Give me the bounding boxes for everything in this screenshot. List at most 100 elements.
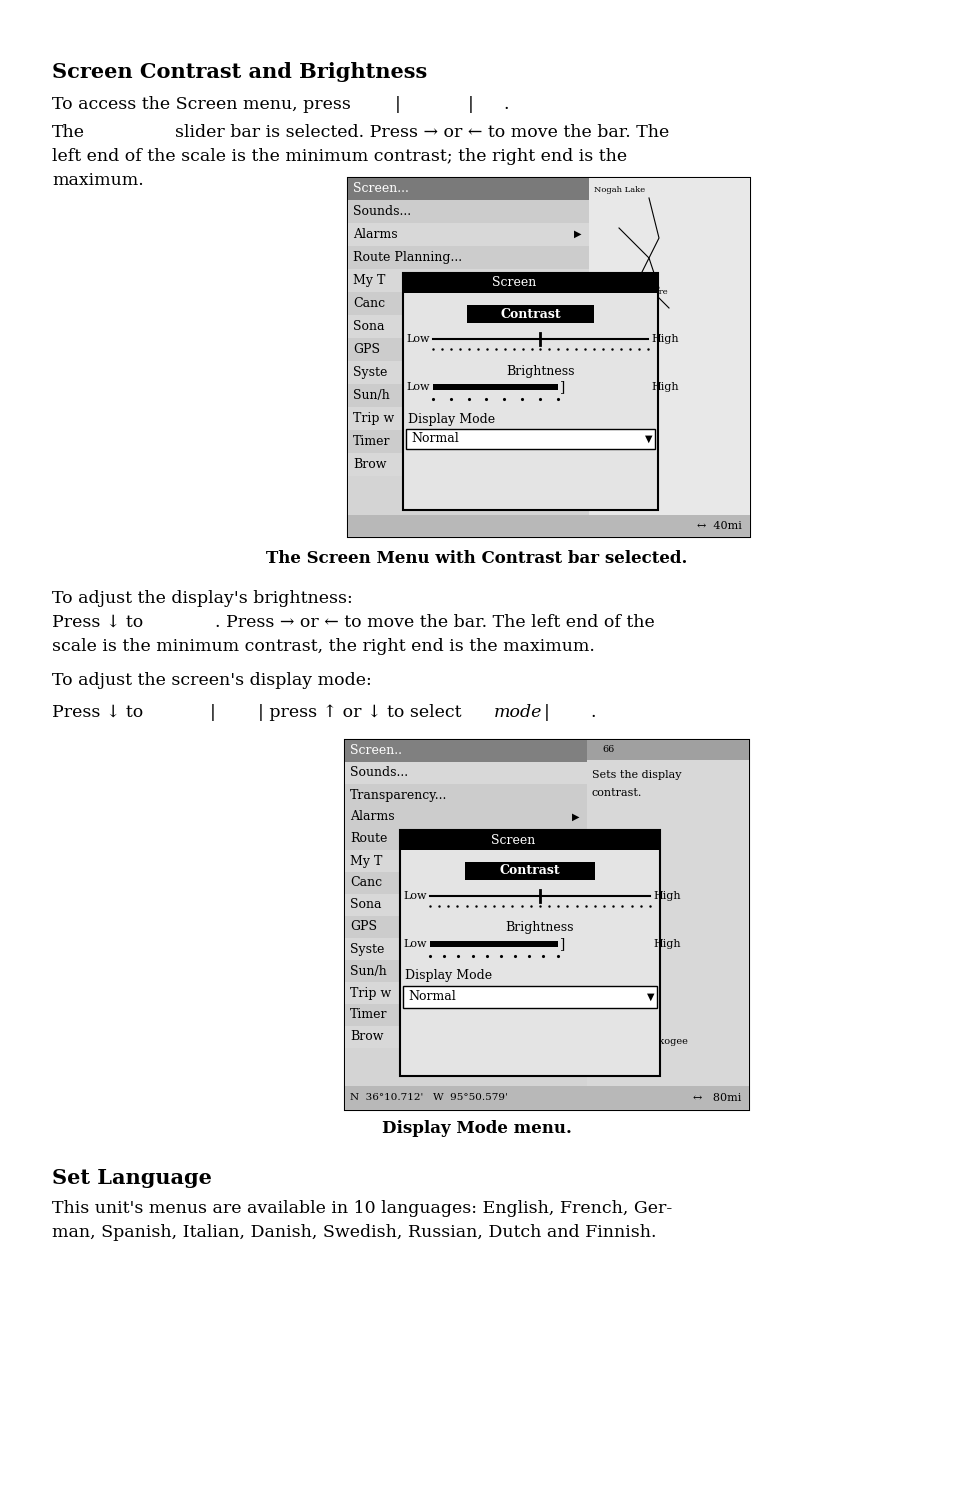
- Text: |: |: [468, 97, 474, 113]
- Text: High: High: [650, 335, 678, 343]
- Bar: [348, 315, 588, 338]
- Text: Transparency...: Transparency...: [350, 788, 447, 801]
- Text: Display Mode: Display Mode: [408, 412, 495, 425]
- Text: ]: ]: [559, 937, 564, 952]
- Text: The: The: [52, 123, 85, 141]
- Text: Timer: Timer: [350, 1008, 387, 1022]
- Text: | press ↑ or ↓ to select: | press ↑ or ↓ to select: [257, 703, 461, 721]
- Text: Alarms: Alarms: [350, 810, 395, 824]
- Bar: [348, 178, 588, 199]
- Text: Display Mode menu.: Display Mode menu.: [381, 1120, 572, 1138]
- Bar: [348, 269, 588, 291]
- Text: Display Mode: Display Mode: [405, 970, 492, 983]
- Text: Screen: Screen: [491, 834, 535, 846]
- Text: Route: Route: [350, 833, 387, 846]
- Bar: [348, 361, 588, 384]
- Text: Screen..: Screen..: [350, 745, 401, 757]
- Text: The Screen Menu with Contrast bar selected.: The Screen Menu with Contrast bar select…: [266, 550, 687, 567]
- Text: Normal: Normal: [408, 990, 456, 1004]
- Text: man, Spanish, Italian, Danish, Swedish, Russian, Dutch and Finnish.: man, Spanish, Italian, Danish, Swedish, …: [52, 1224, 656, 1242]
- Text: Screen...: Screen...: [353, 183, 409, 195]
- Text: Bixby: Bixby: [476, 480, 500, 489]
- Text: To adjust the screen's display mode:: To adjust the screen's display mode:: [52, 672, 372, 688]
- Text: Brow: Brow: [350, 1030, 383, 1044]
- Text: Low: Low: [406, 382, 430, 393]
- Bar: [348, 384, 588, 407]
- Text: Trip w: Trip w: [353, 412, 394, 425]
- Text: Syste: Syste: [350, 943, 384, 956]
- Bar: [345, 828, 586, 851]
- Text: Sun/h: Sun/h: [353, 390, 390, 401]
- Text: . Press → or ← to move the bar. The left end of the: . Press → or ← to move the bar. The left…: [214, 614, 654, 630]
- Bar: [402, 986, 657, 1008]
- Bar: [348, 430, 588, 454]
- Text: High: High: [652, 891, 679, 901]
- Bar: [345, 784, 586, 806]
- Bar: [464, 862, 595, 880]
- Text: Low: Low: [403, 891, 427, 901]
- Bar: [348, 454, 588, 476]
- Bar: [348, 178, 749, 537]
- Bar: [586, 741, 748, 1109]
- Text: Sounds...: Sounds...: [353, 205, 411, 219]
- Text: Alarms: Alarms: [353, 228, 397, 241]
- Bar: [345, 806, 586, 828]
- Text: Syste: Syste: [353, 366, 387, 379]
- Bar: [345, 1086, 748, 1109]
- Text: Trip w: Trip w: [350, 986, 391, 999]
- Text: ]: ]: [559, 381, 564, 394]
- Text: N  36°10.712'   W  95°50.579': N 36°10.712' W 95°50.579': [350, 1093, 507, 1102]
- Bar: [345, 894, 586, 916]
- Text: Press ↓ to: Press ↓ to: [52, 614, 143, 630]
- Text: left end of the scale is the minimum contrast; the right end is the: left end of the scale is the minimum con…: [52, 149, 626, 165]
- Bar: [345, 961, 586, 981]
- Text: GPS: GPS: [350, 920, 376, 934]
- Bar: [345, 981, 586, 1004]
- Text: Sets the display: Sets the display: [592, 770, 680, 781]
- Text: Timer: Timer: [353, 436, 390, 448]
- Bar: [402, 274, 658, 510]
- Bar: [345, 741, 748, 1109]
- Text: ↔  40mi: ↔ 40mi: [697, 520, 741, 531]
- Text: Set Language: Set Language: [52, 1167, 212, 1188]
- Text: Claremore: Claremore: [623, 288, 668, 296]
- Text: Brow: Brow: [353, 458, 386, 471]
- Text: High: High: [652, 938, 679, 949]
- Text: Contrast: Contrast: [499, 308, 560, 321]
- Bar: [586, 741, 748, 760]
- Bar: [402, 274, 658, 293]
- Bar: [345, 741, 586, 761]
- Text: contrast.: contrast.: [592, 788, 641, 799]
- Text: High: High: [650, 382, 678, 393]
- Bar: [348, 407, 588, 430]
- Bar: [345, 741, 586, 1109]
- Bar: [345, 761, 586, 784]
- Bar: [348, 338, 588, 361]
- Bar: [345, 1026, 586, 1048]
- Text: Muskogee: Muskogee: [637, 1036, 687, 1045]
- Bar: [348, 245, 588, 269]
- Text: ▼: ▼: [644, 434, 651, 445]
- Text: ▶: ▶: [573, 230, 580, 239]
- Bar: [348, 178, 588, 537]
- Text: Sona: Sona: [350, 898, 381, 912]
- Text: Low: Low: [403, 938, 427, 949]
- Text: Normal: Normal: [411, 433, 458, 446]
- Text: Press ↓ to: Press ↓ to: [52, 703, 143, 721]
- Bar: [433, 384, 558, 390]
- Text: Canc: Canc: [350, 876, 382, 889]
- Text: Contrast: Contrast: [499, 864, 559, 877]
- Text: ▶: ▶: [571, 812, 578, 822]
- Bar: [348, 515, 749, 537]
- Bar: [345, 916, 586, 938]
- Text: Route Planning...: Route Planning...: [353, 251, 461, 265]
- Text: Sun/h: Sun/h: [350, 965, 386, 977]
- Text: Screen Contrast and Brightness: Screen Contrast and Brightness: [52, 62, 427, 82]
- Text: Brightness: Brightness: [506, 364, 574, 378]
- Text: Nogah Lake: Nogah Lake: [594, 186, 644, 193]
- Bar: [348, 199, 588, 223]
- Bar: [345, 938, 586, 961]
- Bar: [466, 305, 594, 323]
- Bar: [406, 430, 655, 449]
- Bar: [588, 178, 749, 537]
